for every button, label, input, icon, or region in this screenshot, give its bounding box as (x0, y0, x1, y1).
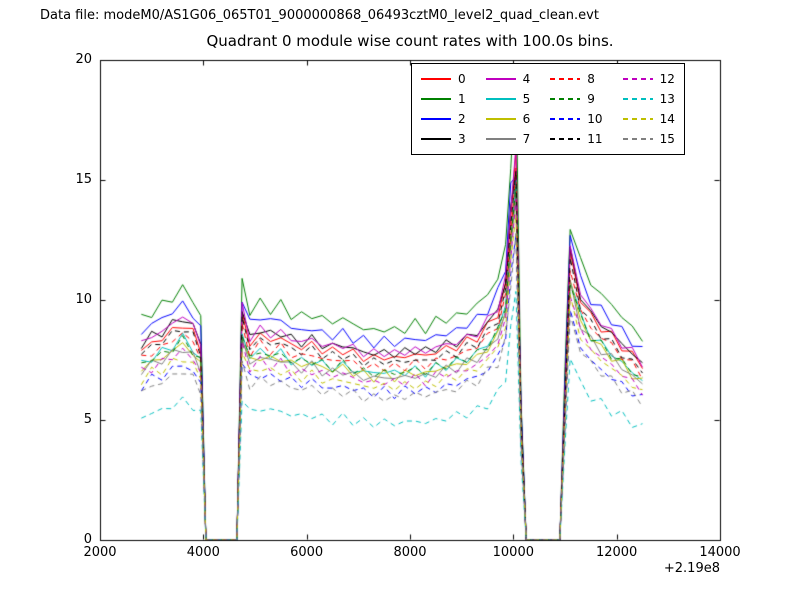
legend-label: 4 (522, 72, 531, 86)
legend-item-13: 13 (622, 89, 675, 109)
y-tick-label: 5 (83, 412, 92, 427)
x-axis-offset-label: +2.19e8 (663, 561, 720, 576)
legend-item-8: 8 (550, 69, 602, 89)
legend-item-11: 11 (550, 129, 603, 149)
legend-item-5: 5 (485, 89, 531, 109)
solid-line-sample-icon (421, 138, 451, 140)
legend-item-7: 7 (485, 129, 531, 149)
legend-item-10: 10 (550, 109, 603, 129)
dashed-line-sample-icon (622, 78, 653, 80)
legend-label: 2 (458, 112, 466, 126)
legend-label: 13 (659, 92, 675, 106)
legend-column: 0 1 2 3 (421, 69, 466, 149)
dashed-line-sample-icon (550, 98, 581, 100)
dashed-line-sample-icon (622, 138, 653, 140)
dashed-line-sample-icon (550, 78, 581, 80)
legend-label: 1 (458, 92, 466, 106)
legend-label: 5 (522, 92, 531, 106)
legend-label: 11 (587, 132, 603, 146)
legend-item-12: 12 (622, 69, 675, 89)
solid-line-sample-icon (421, 78, 451, 80)
y-tick-label: 15 (75, 172, 92, 187)
legend-column: 4 5 6 7 (485, 69, 531, 149)
data-file-label: Data file: modeM0/AS1G06_065T01_90000008… (40, 8, 599, 23)
legend-label: 6 (522, 112, 531, 126)
x-tick-label: 12000 (595, 545, 638, 560)
x-tick-label: 4000 (186, 545, 220, 560)
legend-label: 15 (659, 132, 675, 146)
legend-label: 8 (587, 72, 595, 86)
legend-item-14: 14 (622, 109, 675, 129)
x-tick-label: 6000 (290, 545, 324, 560)
legend-item-9: 9 (550, 89, 602, 109)
legend-label: 3 (458, 132, 466, 146)
dashed-line-sample-icon (622, 118, 653, 120)
y-tick-label: 20 (75, 52, 92, 67)
x-tick-label: 10000 (492, 545, 534, 560)
y-tick-label: 0 (83, 532, 92, 547)
legend-item-15: 15 (622, 129, 675, 149)
legend-label: 12 (659, 72, 675, 86)
x-tick-label: 8000 (393, 545, 427, 560)
chart-title: Quadrant 0 module wise count rates with … (206, 32, 614, 50)
legend-label: 7 (522, 132, 531, 146)
legend-item-0: 0 (421, 69, 466, 89)
solid-line-sample-icon (485, 118, 516, 120)
legend-label: 14 (659, 112, 675, 126)
legend-item-3: 3 (421, 129, 466, 149)
solid-line-sample-icon (421, 118, 451, 120)
x-tick-label: 2000 (83, 545, 117, 560)
x-tick-label: 14000 (699, 545, 741, 560)
legend-label: 9 (587, 92, 595, 106)
solid-line-sample-icon (485, 138, 516, 140)
legend-column: 12 13 14 15 (622, 69, 675, 149)
solid-line-sample-icon (421, 98, 451, 100)
legend-item-6: 6 (485, 109, 531, 129)
solid-line-sample-icon (485, 98, 516, 100)
legend-label: 0 (458, 72, 466, 86)
solid-line-sample-icon (485, 78, 516, 80)
legend-item-1: 1 (421, 89, 466, 109)
dashed-line-sample-icon (550, 138, 581, 140)
legend: 0 1 2 3 4 5 6 7 8 9 10 11 12 13 14 15 (411, 63, 685, 155)
legend-item-4: 4 (485, 69, 531, 89)
legend-item-2: 2 (421, 109, 466, 129)
y-tick-label: 10 (75, 292, 92, 307)
dashed-line-sample-icon (550, 118, 581, 120)
dashed-line-sample-icon (622, 98, 653, 100)
legend-column: 8 9 10 11 (550, 69, 603, 149)
legend-label: 10 (587, 112, 603, 126)
